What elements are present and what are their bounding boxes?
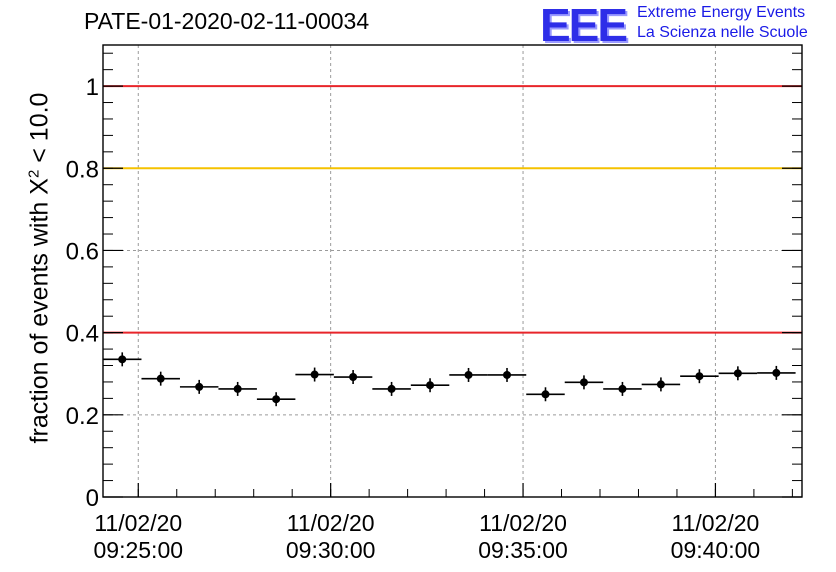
y-tick-label: 0.8 <box>66 156 99 183</box>
data-point <box>310 370 319 379</box>
data-point <box>733 369 742 378</box>
x-tick-label-time: 09:25:00 <box>94 537 184 563</box>
data-point <box>426 381 435 390</box>
data-point <box>118 355 127 364</box>
logo-text: Extreme Energy Events La Scienza nelle S… <box>637 3 808 43</box>
x-tick-label-time: 09:30:00 <box>286 537 376 563</box>
x-axis: 11/02/2009:25:0011/02/2009:30:0011/02/20… <box>94 483 793 563</box>
plot-frame <box>102 44 803 498</box>
data-point <box>349 373 358 382</box>
x-tick-label-date: 11/02/20 <box>672 510 760 536</box>
y-axis-label: fraction of events with X2 < 10.0 <box>25 92 54 444</box>
data-point <box>772 368 781 377</box>
data-point <box>464 370 473 379</box>
y-axis: 0 0.2 0.4 0.6 0.8 1 <box>66 52 802 512</box>
logo-line-1: Extreme Energy Events <box>637 4 806 21</box>
reference-lines <box>103 85 802 334</box>
data-point <box>695 372 704 381</box>
data-point <box>618 384 627 393</box>
y-tick-label: 0.2 <box>66 403 99 430</box>
chart-title: PATE-01-2020-02-11-00034 <box>84 8 370 34</box>
data-point <box>387 384 396 393</box>
x-tick-label-date: 11/02/20 <box>94 510 182 536</box>
data-point <box>503 370 512 379</box>
x-tick-label-date: 11/02/20 <box>479 510 567 536</box>
data-points <box>103 352 796 407</box>
y-tick-label: 0 <box>86 485 99 512</box>
y-tick-label: 1 <box>86 74 99 101</box>
grid <box>103 45 802 497</box>
data-point <box>195 382 204 391</box>
data-point <box>272 395 281 404</box>
x-tick-label-time: 09:35:00 <box>478 537 568 563</box>
data-point <box>656 380 665 389</box>
y-tick-label: 0.6 <box>66 238 99 265</box>
data-point <box>233 384 242 393</box>
data-point <box>579 378 588 387</box>
y-tick-label: 0.4 <box>66 321 99 348</box>
logo-line-2: La Scienza nelle Scuole <box>637 24 808 41</box>
eee-logo: EEE <box>540 0 628 51</box>
data-point <box>541 390 550 399</box>
data-point <box>156 374 165 383</box>
x-tick-label-time: 09:40:00 <box>671 537 761 563</box>
x-tick-label-date: 11/02/20 <box>287 510 375 536</box>
